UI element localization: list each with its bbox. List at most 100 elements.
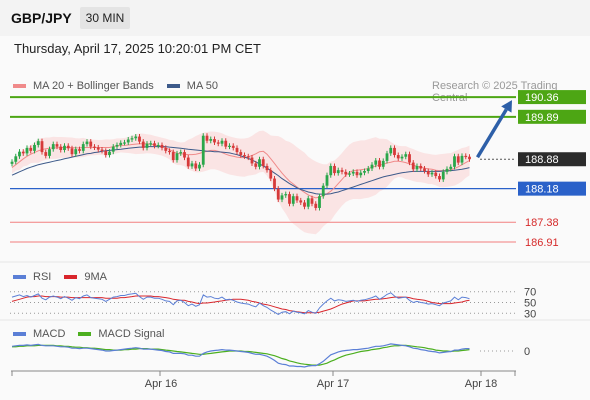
candle-body xyxy=(261,159,265,166)
candle-body xyxy=(153,143,156,146)
candle-body xyxy=(228,145,231,147)
candle-body xyxy=(89,141,93,147)
candle-body xyxy=(438,176,441,180)
candle-body xyxy=(104,150,108,156)
candle-body xyxy=(411,162,415,170)
pivot-label: 188.18 xyxy=(525,184,559,196)
candle-body xyxy=(179,152,183,154)
candle-body xyxy=(111,146,115,152)
candle-body xyxy=(276,188,280,200)
candle-body xyxy=(441,171,445,180)
candle-body xyxy=(25,147,29,154)
candle-body xyxy=(201,135,205,165)
candle-body xyxy=(265,165,269,171)
candle-body xyxy=(123,142,126,144)
timeframe-badge[interactable]: 30 MIN xyxy=(80,7,130,29)
chart-header: GBP/JPY 30 MIN xyxy=(0,0,590,36)
candle-body xyxy=(273,178,276,189)
time-axis: Apr 16 Apr 17 Apr 18 xyxy=(11,370,516,390)
candle-body xyxy=(269,170,273,179)
candle-body xyxy=(374,160,378,165)
candle-body xyxy=(51,144,55,150)
candle-body xyxy=(160,144,164,148)
candle-body xyxy=(299,200,303,203)
candle-body xyxy=(243,155,246,157)
candle-body xyxy=(310,198,314,204)
rsi-line xyxy=(11,292,470,315)
candle-body xyxy=(393,147,396,156)
current-price-tag xyxy=(518,152,586,167)
candle-body xyxy=(336,170,340,174)
candle-body xyxy=(14,156,18,162)
candle-body xyxy=(18,151,21,157)
candle-body xyxy=(134,136,138,139)
resistance-label-1: 189.89 xyxy=(525,112,559,124)
candle-body xyxy=(10,161,14,164)
candle-body xyxy=(348,173,351,175)
candle-body xyxy=(93,146,96,148)
candle-body xyxy=(295,196,299,201)
resistance-tag-1 xyxy=(518,109,586,124)
candle-body xyxy=(21,151,25,154)
macd-signal-swatch xyxy=(78,332,92,336)
rsi-ma-swatch xyxy=(64,275,78,279)
candle-body xyxy=(400,156,404,159)
candle-body xyxy=(419,165,423,169)
candle-body xyxy=(321,185,325,197)
candle-body xyxy=(48,149,51,156)
candle-body xyxy=(190,163,194,167)
candle-body xyxy=(224,140,228,147)
candle-body xyxy=(340,170,344,172)
candle-body xyxy=(183,152,186,158)
candle-body xyxy=(239,152,243,156)
candle-body xyxy=(456,156,460,163)
candle-body xyxy=(325,175,329,186)
candle-body xyxy=(355,171,359,176)
candle-body xyxy=(359,172,363,176)
resistance-label-0: 190.36 xyxy=(525,92,559,104)
candle-body xyxy=(55,144,59,147)
legend-item-macd-signal: MACD Signal xyxy=(98,328,165,340)
legend-item-bollinger: MA 20 + Bollinger Bands xyxy=(33,80,154,92)
pivot-tag xyxy=(518,181,586,196)
candle-body xyxy=(351,171,355,174)
candle-body xyxy=(363,171,366,173)
candle-body xyxy=(314,203,318,208)
candle-body xyxy=(74,149,78,155)
candle-body xyxy=(306,198,310,207)
candle-body xyxy=(460,155,464,163)
candlesticks xyxy=(10,133,471,211)
macd-panel: 0 xyxy=(11,343,530,368)
candle-body xyxy=(171,152,175,161)
symbol-title: GBP/JPY xyxy=(11,10,72,26)
candle-body xyxy=(213,139,216,143)
resistance-tag-0 xyxy=(518,90,586,105)
rsi-ref-label-70: 70 xyxy=(524,287,536,299)
time-axis-label-0: Apr 16 xyxy=(145,378,177,390)
candle-body xyxy=(254,163,258,167)
candle-body xyxy=(329,165,333,176)
time-axis-label-2: Apr 18 xyxy=(465,378,497,390)
bollinger-swatch xyxy=(13,84,26,88)
candle-body xyxy=(198,164,201,169)
candle-body xyxy=(415,165,419,170)
legend-item-rsi-ma: 9MA xyxy=(84,271,107,283)
candle-body xyxy=(434,172,438,177)
candle-body xyxy=(78,149,81,151)
macd-line xyxy=(11,343,470,368)
macd-legend: MACD MACD Signal xyxy=(13,328,164,340)
rsi-ref-label-30: 30 xyxy=(524,308,536,320)
macd-swatch xyxy=(13,332,26,336)
support-label-5: 186.91 xyxy=(525,237,559,249)
candle-body xyxy=(381,160,385,167)
candle-body xyxy=(385,153,389,161)
candle-body xyxy=(70,148,74,155)
candle-body xyxy=(235,147,239,153)
rsi-ref-label-50: 50 xyxy=(524,298,536,310)
candle-body xyxy=(370,164,374,169)
candle-body xyxy=(303,202,306,207)
legend-item-ma50: MA 50 xyxy=(186,80,218,92)
candle-body xyxy=(216,142,220,144)
support-label-4: 187.38 xyxy=(525,217,559,229)
rsi-ma-line xyxy=(11,295,470,314)
